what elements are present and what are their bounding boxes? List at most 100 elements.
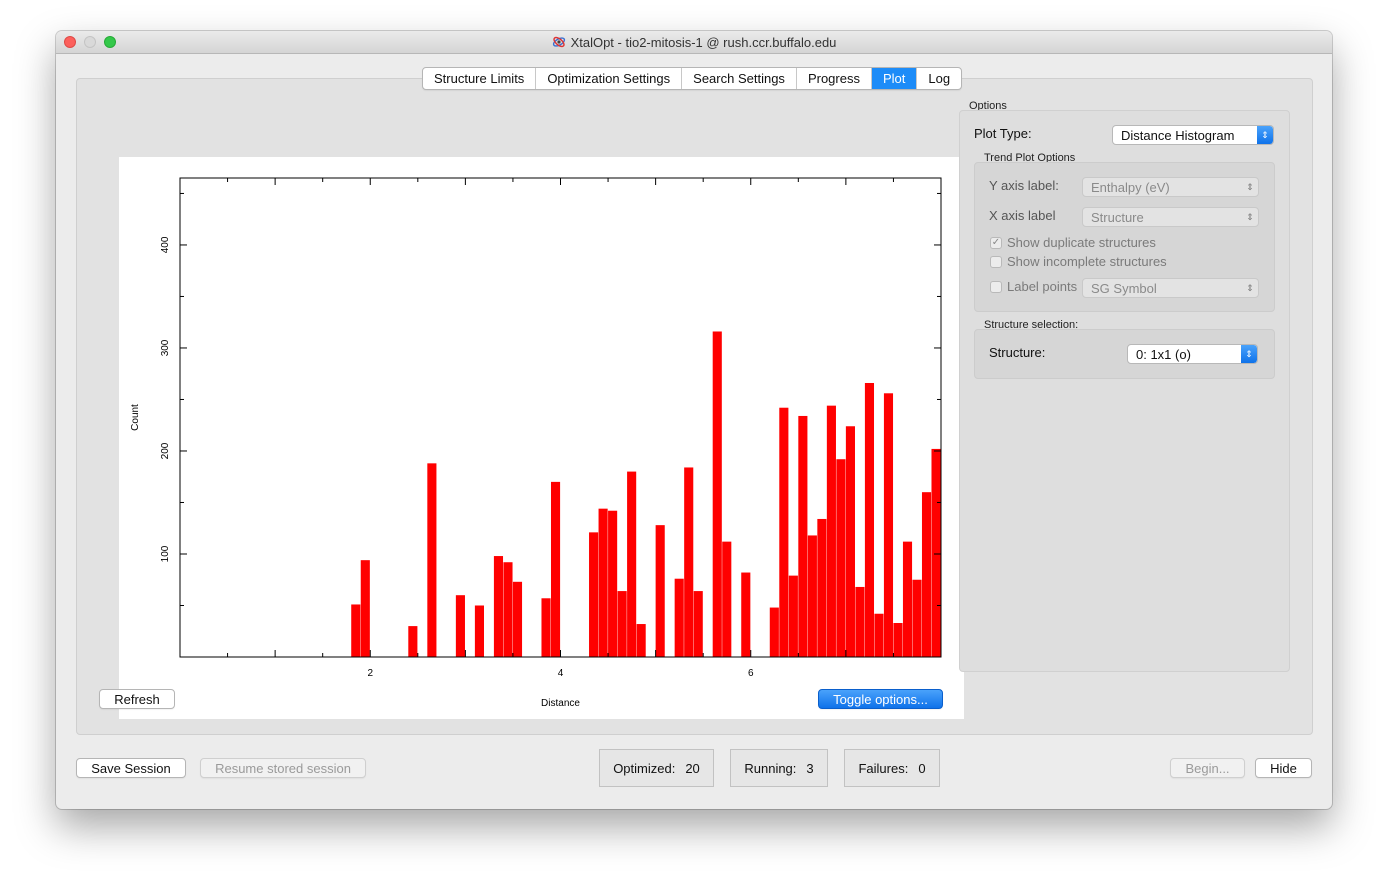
x-tick-label: 6 bbox=[748, 668, 754, 679]
histogram-bar bbox=[836, 459, 846, 657]
histogram-bar bbox=[722, 541, 732, 657]
histogram-bar bbox=[931, 448, 941, 657]
xtalopt-window: XtalOpt - tio2-mitosis-1 @ rush.ccr.buff… bbox=[56, 31, 1332, 809]
structure-select[interactable]: 0: 1x1 (o) ⇕ bbox=[1127, 344, 1258, 364]
label-points-label: Label points bbox=[1007, 279, 1078, 294]
up-down-chevron-icon: ⇕ bbox=[1246, 182, 1254, 192]
histogram-bar bbox=[512, 581, 523, 657]
distance-histogram-chart: 2 4 6 100 200 300 400 Distance Count bbox=[130, 177, 942, 709]
histogram-bar bbox=[779, 407, 789, 657]
histogram-bar bbox=[503, 562, 513, 657]
histogram-bar bbox=[855, 586, 865, 657]
histogram-bar bbox=[741, 572, 751, 657]
running-count: 3 bbox=[806, 760, 814, 776]
failures-status: Failures: 0 bbox=[844, 749, 940, 787]
x-tick-label: 4 bbox=[558, 668, 564, 679]
histogram-bar bbox=[684, 467, 694, 657]
y-axis-label: Y axis label: bbox=[989, 178, 1059, 193]
show-incomplete-checkbox[interactable] bbox=[990, 256, 1002, 268]
save-session-button[interactable]: Save Session bbox=[76, 758, 186, 778]
structure-selection-group: Structure: 0: 1x1 (o) ⇕ bbox=[974, 329, 1275, 379]
histogram-bar bbox=[608, 510, 618, 657]
histogram-bar bbox=[712, 331, 722, 657]
x-axis-title: Distance bbox=[541, 698, 580, 709]
histogram-bar bbox=[807, 535, 817, 657]
optimized-status: Optimized: 20 bbox=[599, 749, 714, 787]
tab-optimization-settings[interactable]: Optimization Settings bbox=[536, 68, 683, 89]
histogram-bar bbox=[617, 591, 627, 657]
y-axis-value: Enthalpy (eV) bbox=[1091, 180, 1170, 195]
label-points-checkbox[interactable] bbox=[990, 281, 1002, 293]
label-points-value: SG Symbol bbox=[1091, 281, 1157, 296]
structure-value: 0: 1x1 (o) bbox=[1136, 347, 1191, 362]
refresh-button[interactable]: Refresh bbox=[99, 689, 175, 709]
histogram-bar bbox=[788, 575, 798, 657]
tab-bar: Structure Limits Optimization Settings S… bbox=[422, 67, 963, 90]
tab-plot[interactable]: Plot bbox=[871, 68, 918, 89]
histogram-bar bbox=[655, 525, 665, 657]
plot-type-value: Distance Histogram bbox=[1121, 128, 1235, 143]
histogram-bar bbox=[883, 393, 894, 657]
histogram-bar bbox=[674, 578, 684, 657]
structure-label: Structure: bbox=[989, 345, 1046, 360]
optimized-count: 20 bbox=[685, 760, 700, 776]
histogram-bar bbox=[817, 518, 827, 657]
toggle-options-button[interactable]: Toggle options... bbox=[818, 689, 943, 709]
up-down-chevron-icon: ⇕ bbox=[1257, 126, 1273, 144]
x-axis-label: X axis label bbox=[989, 208, 1056, 223]
show-duplicates-label: Show duplicate structures bbox=[1007, 235, 1156, 250]
histogram-bar bbox=[541, 598, 551, 657]
histogram-bar bbox=[864, 382, 875, 657]
failures-count: 0 bbox=[918, 760, 926, 776]
y-tick-label: 400 bbox=[160, 236, 171, 253]
trend-plot-options-label: Trend Plot Options bbox=[984, 152, 1076, 164]
show-duplicates-checkbox[interactable]: ✓ bbox=[990, 237, 1002, 249]
tab-search-settings[interactable]: Search Settings bbox=[682, 68, 797, 89]
histogram-bar bbox=[693, 591, 703, 657]
options-group-label: Options bbox=[969, 100, 1007, 112]
tab-progress[interactable]: Progress bbox=[797, 68, 872, 89]
plot-type-label: Plot Type: bbox=[974, 126, 1032, 141]
trend-plot-options-group: Y axis label: Enthalpy (eV) ⇕ X axis lab… bbox=[974, 162, 1275, 312]
x-axis-select[interactable]: Structure ⇕ bbox=[1082, 207, 1259, 227]
plot-type-select[interactable]: Distance Histogram ⇕ bbox=[1112, 125, 1274, 145]
hide-button[interactable]: Hide bbox=[1255, 758, 1312, 778]
zoom-window-button[interactable] bbox=[104, 36, 116, 48]
y-tick-label: 100 bbox=[160, 545, 171, 562]
histogram-bar bbox=[455, 595, 465, 657]
histogram-bar bbox=[893, 623, 903, 657]
histogram-bar bbox=[921, 492, 932, 657]
histogram-bar bbox=[874, 613, 884, 657]
begin-button[interactable]: Begin... bbox=[1170, 758, 1245, 778]
histogram-bar bbox=[627, 471, 637, 657]
up-down-chevron-icon: ⇕ bbox=[1241, 345, 1257, 363]
histogram-bar bbox=[845, 426, 855, 657]
xtalopt-icon bbox=[552, 36, 565, 48]
histogram-bar bbox=[493, 556, 504, 657]
window-title: XtalOpt - tio2-mitosis-1 @ rush.ccr.buff… bbox=[570, 34, 837, 50]
options-group: Plot Type: Distance Histogram ⇕ Trend Pl… bbox=[959, 110, 1290, 672]
histogram-bar bbox=[636, 624, 646, 657]
tab-structure-limits[interactable]: Structure Limits bbox=[423, 68, 537, 89]
running-status: Running: 3 bbox=[730, 749, 828, 787]
up-down-chevron-icon: ⇕ bbox=[1246, 283, 1254, 293]
minimize-window-button[interactable] bbox=[84, 36, 96, 48]
histogram-bar bbox=[589, 532, 599, 657]
x-axis-value: Structure bbox=[1091, 210, 1144, 225]
histogram-bar bbox=[360, 560, 370, 657]
tab-log[interactable]: Log bbox=[928, 71, 951, 86]
show-incomplete-label: Show incomplete structures bbox=[1007, 254, 1167, 269]
histogram-bar bbox=[408, 626, 418, 657]
y-axis-title: Count bbox=[130, 404, 141, 431]
histogram-bar bbox=[427, 463, 437, 657]
label-points-select[interactable]: SG Symbol ⇕ bbox=[1082, 278, 1259, 298]
y-tick-label: 200 bbox=[160, 442, 171, 459]
histogram-bar bbox=[550, 481, 561, 657]
close-window-button[interactable] bbox=[64, 36, 76, 48]
histogram-bar bbox=[351, 604, 361, 657]
up-down-chevron-icon: ⇕ bbox=[1246, 212, 1254, 222]
y-axis-select[interactable]: Enthalpy (eV) ⇕ bbox=[1082, 177, 1259, 197]
y-tick-label: 300 bbox=[160, 339, 171, 356]
optimized-label: Optimized: bbox=[613, 760, 676, 776]
resume-stored-session-button[interactable]: Resume stored session bbox=[200, 758, 366, 778]
